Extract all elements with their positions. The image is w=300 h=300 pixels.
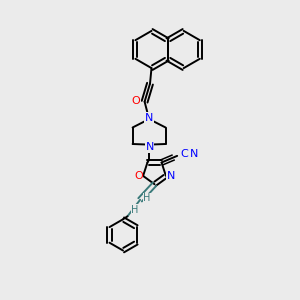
Text: N: N <box>167 171 175 181</box>
Text: N: N <box>146 142 154 152</box>
Text: N: N <box>190 149 198 159</box>
Text: O: O <box>134 171 143 181</box>
Text: O: O <box>132 96 141 106</box>
Text: N: N <box>145 112 153 123</box>
Text: C: C <box>181 149 188 159</box>
Text: H: H <box>143 193 150 203</box>
Text: H: H <box>131 205 138 215</box>
